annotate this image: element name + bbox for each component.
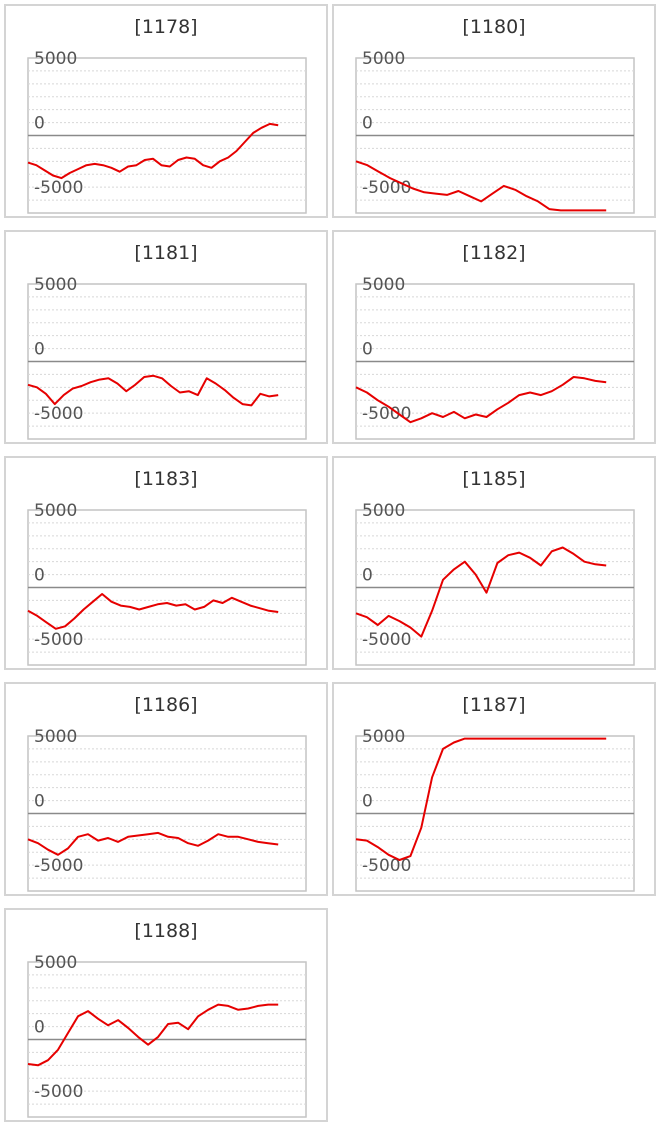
- chart-svg: 5000 0 -5000: [27, 49, 307, 214]
- y-tick-label: 5000: [34, 49, 77, 69]
- chart-title: [1185]: [462, 468, 526, 490]
- series-line: [355, 376, 607, 424]
- y-tick-label: 0: [34, 340, 45, 360]
- y-tick-label: -5000: [34, 1082, 83, 1102]
- series-line: [355, 160, 607, 212]
- y-tick-label: 5000: [362, 49, 405, 69]
- chart-title: [1187]: [462, 694, 526, 716]
- chart-svg: 5000 0 -5000: [355, 727, 635, 892]
- y-tick-label: 5000: [362, 275, 405, 295]
- chart-svg: 5000 0 -5000: [27, 275, 307, 440]
- chart-title: [1188]: [134, 920, 198, 942]
- chart-svg: 5000 0 -5000: [355, 501, 635, 666]
- chart-panel: [1188] 5000 0 -5000: [4, 908, 328, 1122]
- y-tick-label: 0: [34, 114, 45, 134]
- chart-panel: [1183] 5000 0 -5000: [4, 456, 328, 670]
- chart-svg: 5000 0 -5000: [355, 49, 635, 214]
- y-tick-label: -5000: [34, 178, 83, 198]
- y-tick-label: 5000: [34, 501, 77, 521]
- y-tick-label: 0: [34, 1018, 45, 1038]
- series-line: [27, 831, 279, 856]
- y-tick-label: -5000: [34, 630, 83, 650]
- chart-title: [1183]: [134, 468, 198, 490]
- y-tick-label: 5000: [34, 953, 77, 973]
- chart-svg: 5000 0 -5000: [27, 727, 307, 892]
- y-tick-label: 0: [34, 566, 45, 586]
- chart-title: [1178]: [134, 16, 198, 38]
- chart-title: [1180]: [462, 16, 526, 38]
- chart-panel: [1178] 5000 0 -5000: [4, 4, 328, 218]
- series-line: [355, 737, 607, 861]
- y-tick-label: 0: [362, 792, 373, 812]
- series-line: [27, 122, 279, 180]
- y-tick-label: 5000: [34, 727, 77, 747]
- y-tick-label: 5000: [362, 727, 405, 747]
- y-tick-label: 0: [362, 340, 373, 360]
- chart-panel: [1186] 5000 0 -5000: [4, 682, 328, 896]
- series-line: [27, 593, 279, 630]
- y-tick-label: 5000: [362, 501, 405, 521]
- chart-panel: [1182] 5000 0 -5000: [332, 230, 656, 444]
- chart-title: [1186]: [134, 694, 198, 716]
- series-line: [27, 374, 279, 407]
- y-tick-label: 5000: [34, 275, 77, 295]
- chart-panel: [1185] 5000 0 -5000: [332, 456, 656, 670]
- y-tick-label: -5000: [362, 178, 411, 198]
- y-tick-label: 0: [34, 792, 45, 812]
- y-tick-label: -5000: [362, 630, 411, 650]
- chart-svg: 5000 0 -5000: [27, 501, 307, 666]
- chart-title: [1181]: [134, 242, 198, 264]
- y-tick-label: -5000: [362, 404, 411, 424]
- chart-panel: [1180] 5000 0 -5000: [332, 4, 656, 218]
- chart-svg: 5000 0 -5000: [355, 275, 635, 440]
- chart-svg: 5000 0 -5000: [27, 953, 307, 1118]
- chart-title: [1182]: [462, 242, 526, 264]
- y-tick-label: 0: [362, 114, 373, 134]
- y-tick-label: -5000: [34, 856, 83, 876]
- chart-panel: [1187] 5000 0 -5000: [332, 682, 656, 896]
- y-tick-label: -5000: [34, 404, 83, 424]
- series-line: [27, 1003, 279, 1067]
- series-line: [355, 546, 607, 638]
- y-tick-label: 0: [362, 566, 373, 586]
- chart-panel: [1181] 5000 0 -5000: [4, 230, 328, 444]
- y-tick-label: -5000: [362, 856, 411, 876]
